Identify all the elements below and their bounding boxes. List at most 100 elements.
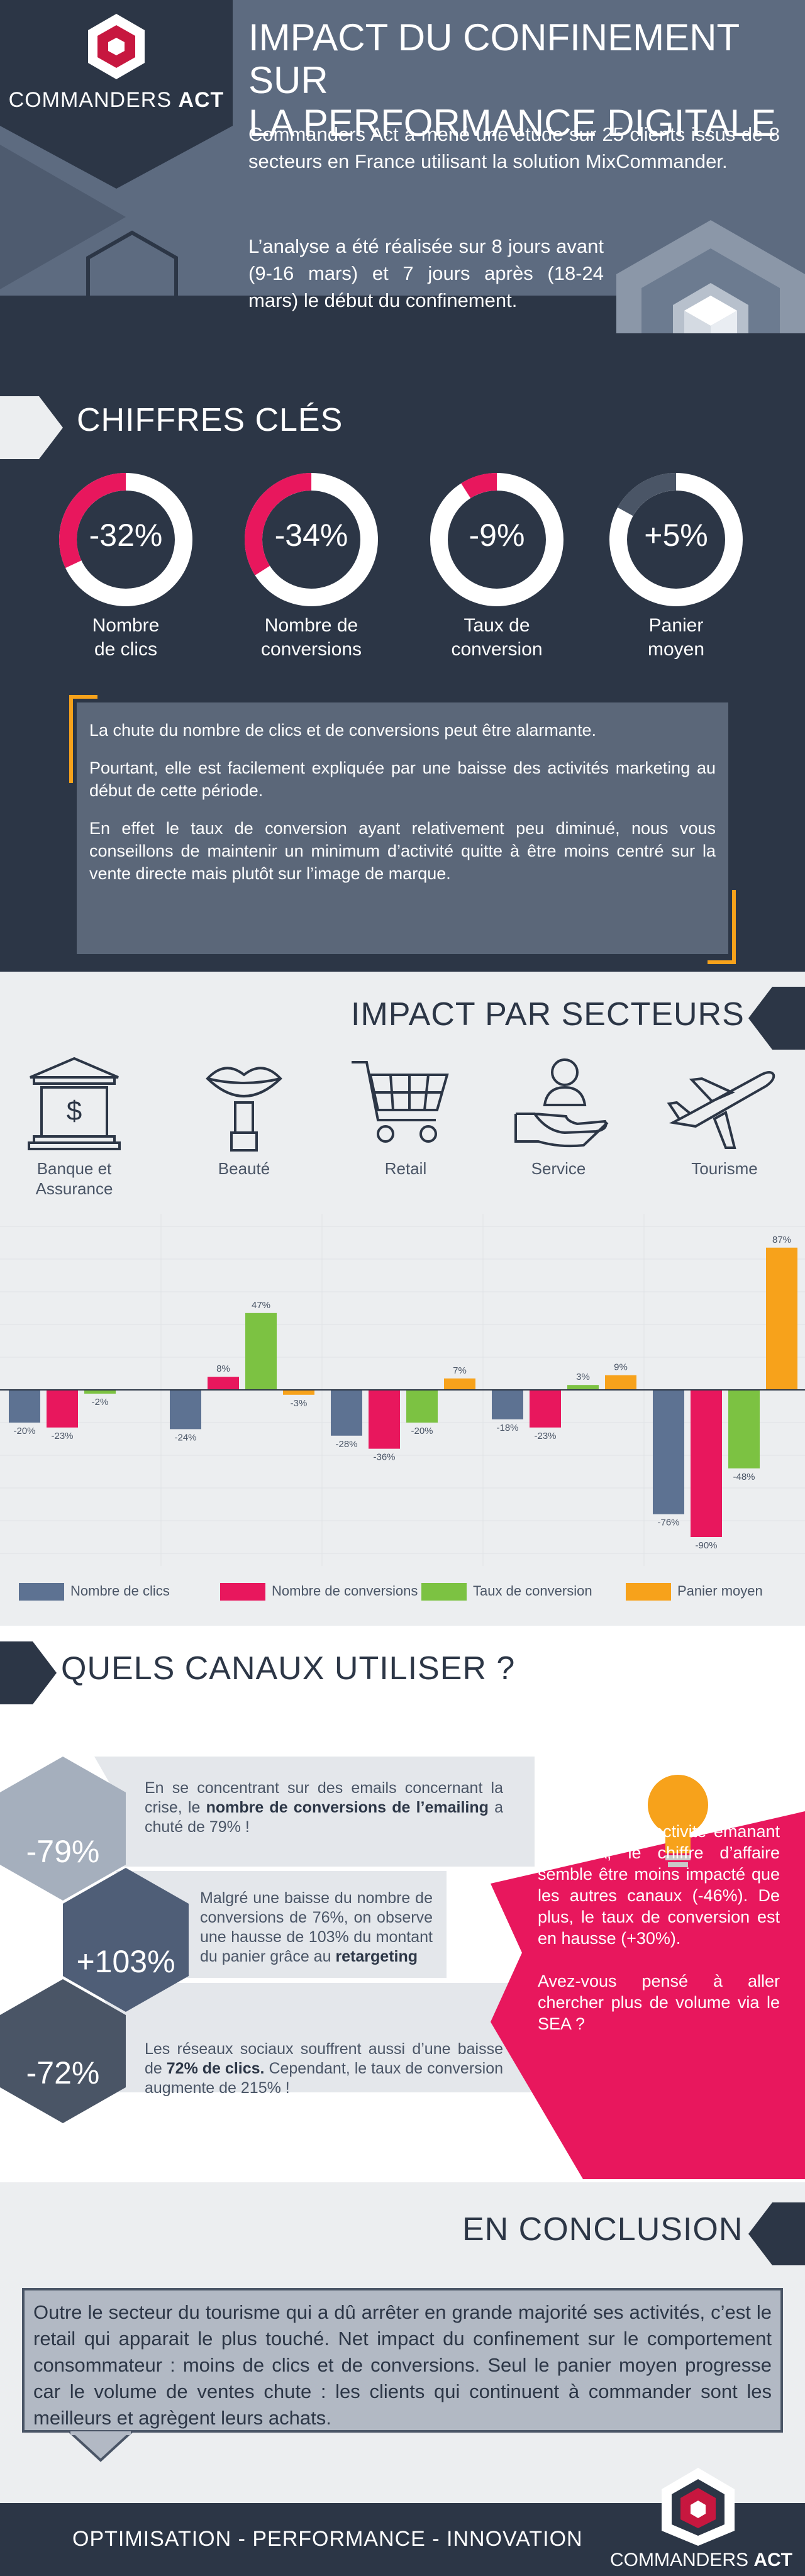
data-label: -24% xyxy=(174,1432,196,1443)
data-label: -23% xyxy=(534,1431,556,1441)
data-label: 87% xyxy=(772,1235,791,1245)
sea-text: En analysant l’activité émanant du SEA, … xyxy=(538,1821,780,2035)
donut-value: -9% xyxy=(469,518,525,553)
donut-chart xyxy=(59,473,192,606)
note-paragraph-3: En effet le taux de conversion ayant rel… xyxy=(89,819,716,883)
donut-chart xyxy=(244,473,378,606)
speech-tail xyxy=(69,2431,134,2462)
data-label: -2% xyxy=(92,1397,109,1407)
bar xyxy=(766,1247,797,1390)
sea-paragraph-1: En analysant l’activité émanant du SEA, … xyxy=(538,1822,780,1948)
bar xyxy=(84,1390,116,1394)
sea-panel xyxy=(491,1811,805,2179)
legend-label: Taux de conversion xyxy=(473,1583,592,1599)
intro-paragraph: Commanders Act a mené une étude sur 25 c… xyxy=(248,123,780,172)
bar xyxy=(728,1390,760,1468)
data-label: 3% xyxy=(576,1372,590,1382)
data-label: -18% xyxy=(496,1423,518,1433)
title-line-2: LA PERFORMANCE DIGITALE xyxy=(248,102,777,144)
data-label: -28% xyxy=(335,1439,357,1450)
bar xyxy=(567,1385,599,1390)
bar xyxy=(208,1377,239,1390)
conclusion-section: EN CONCLUSION Outre le secteur du touris… xyxy=(0,2182,805,2503)
data-label: -20% xyxy=(411,1426,433,1436)
data-label: 7% xyxy=(453,1365,467,1376)
data-label: 9% xyxy=(614,1362,628,1373)
logo-text: COMMANDERS ACT xyxy=(0,88,233,113)
sea-paragraph-2: Avez-vous pensé à aller chercher plus de… xyxy=(538,1972,780,2033)
legend-item: Nombre de conversions xyxy=(220,1583,418,1601)
section-arrow-icon xyxy=(0,396,63,459)
commanders-act-logo-icon xyxy=(88,14,145,79)
sectors-section: IMPACT PAR SECTEURS $ xyxy=(0,972,805,1626)
data-label: -23% xyxy=(51,1431,73,1441)
svg-text:$: $ xyxy=(67,1096,82,1126)
social-text: Les réseaux sociaux souffrent aussi d’un… xyxy=(145,2040,504,2097)
shopping-cart-icon xyxy=(352,1061,449,1143)
data-label: -20% xyxy=(13,1426,35,1436)
section-arrow-icon xyxy=(748,2202,805,2265)
bar xyxy=(47,1390,78,1428)
bar xyxy=(406,1390,438,1423)
key-figures-title: CHIFFRES CLÉS xyxy=(77,402,343,438)
data-label: -48% xyxy=(733,1472,755,1482)
channel-shapes xyxy=(0,1757,805,2179)
bar xyxy=(170,1390,201,1430)
bar xyxy=(492,1390,523,1419)
channels-section: QUELS CANAUX UTILISER ? -79% +103% -72% … xyxy=(0,1626,805,2182)
footer-logo-icon xyxy=(662,2468,735,2546)
footer-slogan: OPTIMISATION - PERFORMANCE - INNOVATION xyxy=(72,2527,583,2551)
donut-value: -34% xyxy=(274,518,348,553)
hexagon-social xyxy=(0,1979,126,2123)
lightbulb-icon xyxy=(648,1775,708,1867)
donut-label: Nombre de clics xyxy=(92,615,160,660)
legend-item: Nombre de clics xyxy=(19,1583,170,1601)
bank-icon: $ xyxy=(28,1057,121,1150)
bar xyxy=(691,1390,722,1537)
header-background-shapes xyxy=(0,0,805,333)
sector-label: Tourisme xyxy=(691,1159,758,1178)
retargeting-value: +103% xyxy=(76,1944,175,1979)
data-label: 8% xyxy=(216,1363,230,1374)
legend-label: Panier moyen xyxy=(677,1583,763,1599)
bar xyxy=(653,1390,684,1514)
bar xyxy=(9,1390,40,1423)
bar xyxy=(605,1375,636,1390)
sectors-title: IMPACT PAR SECTEURS xyxy=(351,996,745,1033)
donut-value: +5% xyxy=(644,518,708,553)
note-box-corners xyxy=(69,695,736,964)
donut-value: -32% xyxy=(89,518,163,553)
conclusion-text: Outre le secteur du tourisme qui a dû ar… xyxy=(22,2288,783,2433)
bar xyxy=(530,1390,561,1428)
hexagon-emailing xyxy=(0,1757,126,1901)
title-line-1: IMPACT DU CONFINEMENT SUR xyxy=(248,16,740,101)
logo-text-bold: ACT xyxy=(178,88,225,112)
note-paragraph-1: La chute du nombre de clics et de conver… xyxy=(89,721,596,740)
hexagon-retargeting xyxy=(63,1868,189,2012)
data-label: -90% xyxy=(695,1540,717,1551)
sector-label: Banque et Assurance xyxy=(35,1159,113,1198)
legend-swatch xyxy=(220,1583,265,1601)
hand-person-icon xyxy=(514,1058,609,1148)
lips-lipstick-icon xyxy=(206,1067,282,1152)
bar xyxy=(245,1313,277,1390)
bar xyxy=(331,1390,362,1436)
legend-swatch xyxy=(626,1583,671,1601)
donut-chart xyxy=(430,473,564,606)
legend-label: Nombre de clics xyxy=(70,1583,170,1599)
donut-chart xyxy=(609,473,743,606)
bar xyxy=(283,1390,314,1395)
conclusion-title: EN CONCLUSION xyxy=(462,2211,743,2248)
bar xyxy=(444,1378,475,1390)
hexagon-outline-decoration xyxy=(86,230,178,333)
logo-hexagon-panel xyxy=(0,0,233,189)
bar xyxy=(369,1390,400,1449)
logo-text-light: COMMANDERS xyxy=(8,88,179,112)
donut-label: Nombre de conversions xyxy=(260,615,362,660)
sector-label: Service xyxy=(531,1159,586,1178)
data-label: 47% xyxy=(252,1300,270,1311)
airplane-icon xyxy=(667,1071,775,1149)
page-title: IMPACT DU CONFINEMENT SUR LA PERFORMANCE… xyxy=(248,16,789,145)
cube-decoration xyxy=(616,220,805,333)
donut-arc xyxy=(59,473,192,606)
